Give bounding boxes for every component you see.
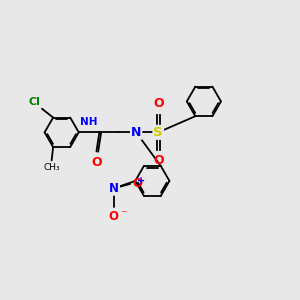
Text: N: N [109,182,119,195]
Text: CH₃: CH₃ [43,163,60,172]
Text: O: O [153,97,164,110]
Text: O: O [109,210,118,223]
Text: O: O [91,156,102,169]
Text: Cl: Cl [28,97,40,107]
Text: S: S [153,126,163,139]
Text: O: O [132,177,142,190]
Text: N: N [131,126,141,139]
Text: NH: NH [80,117,98,127]
Text: ⁻: ⁻ [120,208,127,221]
Text: +: + [137,176,145,186]
Text: O: O [153,154,164,167]
